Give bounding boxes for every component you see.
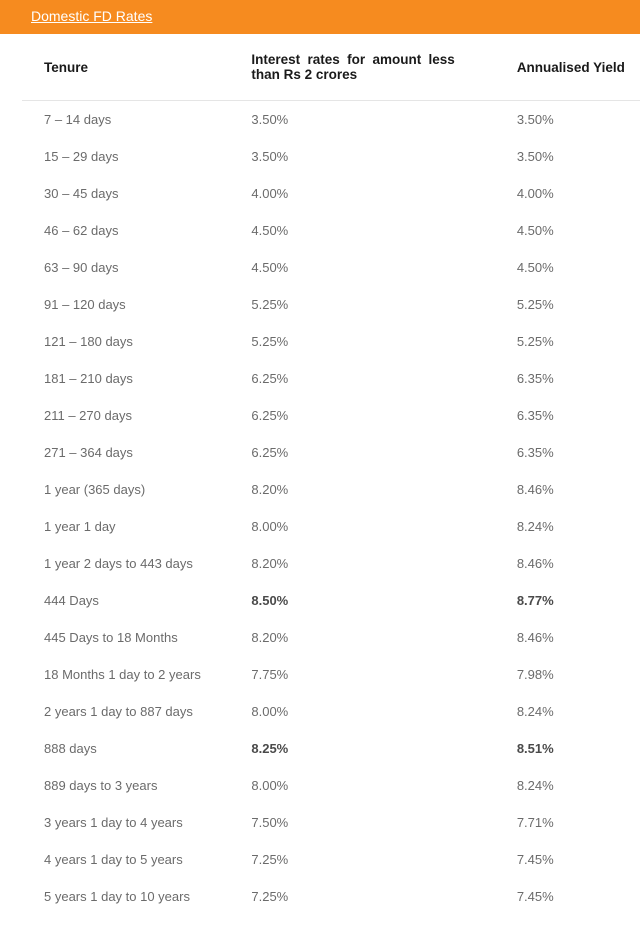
table-header-row: Tenure Interest rates for amount less th… — [22, 34, 640, 101]
table-row: 5 years 1 day to 10 years7.25%7.45% — [22, 878, 640, 915]
cell-yield: 8.51% — [495, 730, 640, 767]
cell-yield: 7.71% — [495, 804, 640, 841]
cell-rate: 5.25% — [229, 323, 494, 360]
table-row: 271 – 364 days6.25%6.35% — [22, 434, 640, 471]
cell-tenure: 1 year 1 day — [22, 508, 229, 545]
cell-rate: 5.25% — [229, 286, 494, 323]
table-row: 888 days8.25%8.51% — [22, 730, 640, 767]
col-header-yield: Annualised Yield — [495, 34, 640, 101]
cell-tenure: 30 – 45 days — [22, 175, 229, 212]
table-row: 445 Days to 18 Months8.20%8.46% — [22, 619, 640, 656]
cell-yield: 8.24% — [495, 693, 640, 730]
table-row: 7 – 14 days3.50%3.50% — [22, 101, 640, 139]
table-row: 121 – 180 days5.25%5.25% — [22, 323, 640, 360]
table-row: 18 Months 1 day to 2 years7.75%7.98% — [22, 656, 640, 693]
cell-tenure: 889 days to 3 years — [22, 767, 229, 804]
cell-tenure: 888 days — [22, 730, 229, 767]
cell-yield: 8.77% — [495, 582, 640, 619]
cell-yield: 7.98% — [495, 656, 640, 693]
cell-yield: 3.50% — [495, 138, 640, 175]
cell-tenure: 7 – 14 days — [22, 101, 229, 139]
cell-rate: 8.25% — [229, 730, 494, 767]
cell-rate: 4.00% — [229, 175, 494, 212]
header-link[interactable]: Domestic FD Rates — [31, 8, 152, 24]
cell-yield: 5.25% — [495, 286, 640, 323]
cell-tenure: 1 year 2 days to 443 days — [22, 545, 229, 582]
cell-tenure: 271 – 364 days — [22, 434, 229, 471]
cell-yield: 6.35% — [495, 434, 640, 471]
header-bar: Domestic FD Rates — [0, 0, 640, 34]
cell-tenure: 63 – 90 days — [22, 249, 229, 286]
cell-rate: 6.25% — [229, 360, 494, 397]
cell-rate: 8.00% — [229, 767, 494, 804]
table-row: 30 – 45 days4.00%4.00% — [22, 175, 640, 212]
table-row: 46 – 62 days4.50%4.50% — [22, 212, 640, 249]
table-row: 1 year (365 days)8.20%8.46% — [22, 471, 640, 508]
cell-yield: 3.50% — [495, 101, 640, 139]
table-row: 91 – 120 days5.25%5.25% — [22, 286, 640, 323]
cell-tenure: 4 years 1 day to 5 years — [22, 841, 229, 878]
cell-tenure: 444 Days — [22, 582, 229, 619]
col-header-rate: Interest rates for amount less than Rs 2… — [229, 34, 494, 101]
cell-tenure: 1 year (365 days) — [22, 471, 229, 508]
rates-table: Tenure Interest rates for amount less th… — [22, 34, 640, 915]
cell-yield: 5.25% — [495, 323, 640, 360]
cell-rate: 8.20% — [229, 619, 494, 656]
cell-yield: 8.46% — [495, 545, 640, 582]
cell-rate: 6.25% — [229, 397, 494, 434]
table-row: 63 – 90 days4.50%4.50% — [22, 249, 640, 286]
cell-yield: 4.00% — [495, 175, 640, 212]
cell-rate: 4.50% — [229, 212, 494, 249]
cell-rate: 8.20% — [229, 545, 494, 582]
cell-rate: 7.25% — [229, 878, 494, 915]
cell-yield: 6.35% — [495, 397, 640, 434]
cell-tenure: 181 – 210 days — [22, 360, 229, 397]
cell-tenure: 2 years 1 day to 887 days — [22, 693, 229, 730]
cell-rate: 8.00% — [229, 693, 494, 730]
col-header-tenure: Tenure — [22, 34, 229, 101]
cell-rate: 8.50% — [229, 582, 494, 619]
cell-rate: 8.20% — [229, 471, 494, 508]
cell-tenure: 211 – 270 days — [22, 397, 229, 434]
cell-rate: 8.00% — [229, 508, 494, 545]
cell-yield: 8.46% — [495, 471, 640, 508]
cell-rate: 6.25% — [229, 434, 494, 471]
table-row: 3 years 1 day to 4 years7.50%7.71% — [22, 804, 640, 841]
cell-tenure: 3 years 1 day to 4 years — [22, 804, 229, 841]
table-row: 211 – 270 days6.25%6.35% — [22, 397, 640, 434]
cell-rate: 3.50% — [229, 138, 494, 175]
table-row: 181 – 210 days6.25%6.35% — [22, 360, 640, 397]
table-row: 15 – 29 days3.50%3.50% — [22, 138, 640, 175]
table-row: 444 Days8.50%8.77% — [22, 582, 640, 619]
cell-yield: 6.35% — [495, 360, 640, 397]
table-row: 1 year 1 day8.00%8.24% — [22, 508, 640, 545]
cell-tenure: 91 – 120 days — [22, 286, 229, 323]
cell-rate: 3.50% — [229, 101, 494, 139]
cell-yield: 4.50% — [495, 212, 640, 249]
table-row: 889 days to 3 years8.00%8.24% — [22, 767, 640, 804]
cell-rate: 4.50% — [229, 249, 494, 286]
cell-tenure: 445 Days to 18 Months — [22, 619, 229, 656]
cell-yield: 7.45% — [495, 878, 640, 915]
table-row: 1 year 2 days to 443 days8.20%8.46% — [22, 545, 640, 582]
rates-table-container: Tenure Interest rates for amount less th… — [0, 34, 640, 915]
cell-tenure: 15 – 29 days — [22, 138, 229, 175]
cell-yield: 8.24% — [495, 767, 640, 804]
cell-rate: 7.25% — [229, 841, 494, 878]
cell-rate: 7.75% — [229, 656, 494, 693]
table-row: 2 years 1 day to 887 days8.00%8.24% — [22, 693, 640, 730]
cell-tenure: 121 – 180 days — [22, 323, 229, 360]
rates-table-body: 7 – 14 days3.50%3.50%15 – 29 days3.50%3.… — [22, 101, 640, 916]
cell-yield: 8.24% — [495, 508, 640, 545]
cell-tenure: 46 – 62 days — [22, 212, 229, 249]
cell-yield: 7.45% — [495, 841, 640, 878]
cell-yield: 4.50% — [495, 249, 640, 286]
cell-tenure: 5 years 1 day to 10 years — [22, 878, 229, 915]
cell-yield: 8.46% — [495, 619, 640, 656]
cell-tenure: 18 Months 1 day to 2 years — [22, 656, 229, 693]
table-row: 4 years 1 day to 5 years7.25%7.45% — [22, 841, 640, 878]
cell-rate: 7.50% — [229, 804, 494, 841]
